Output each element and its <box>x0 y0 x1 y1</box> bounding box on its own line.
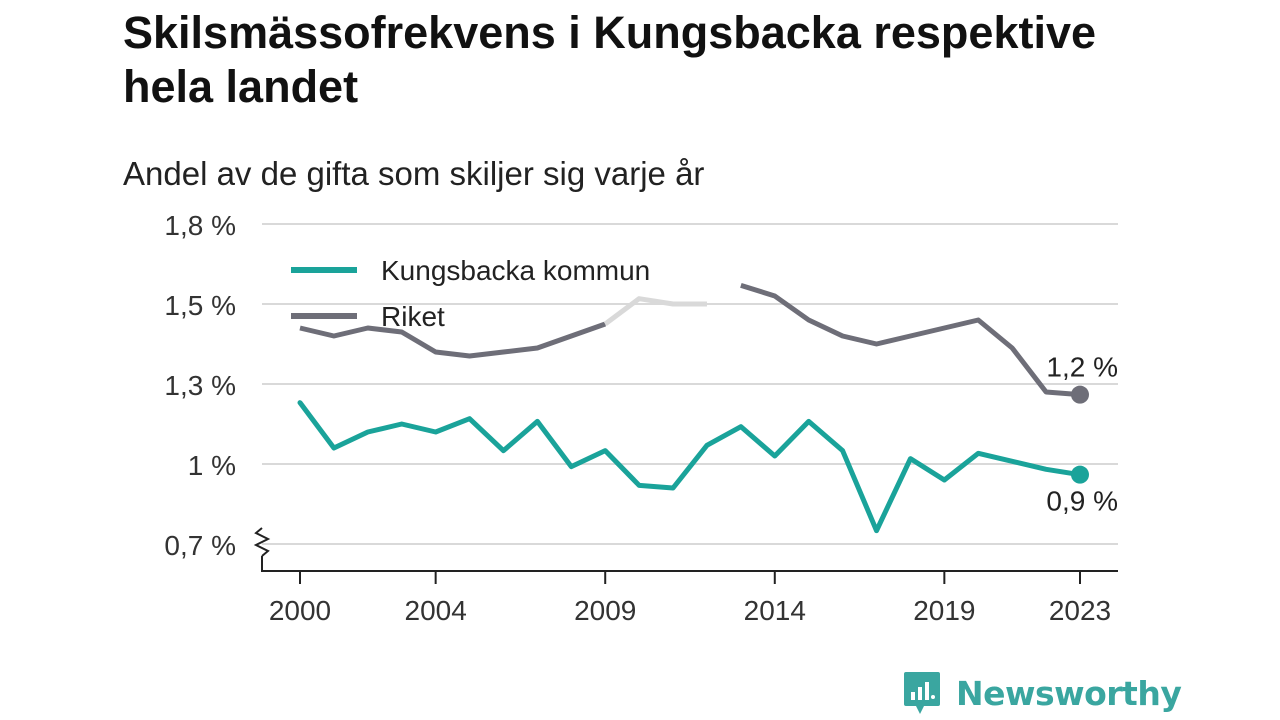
y-tick-label: 0,7 % <box>164 530 236 561</box>
y-axis-ticks: 0,7 % 1 % 1,3 % 1,5 % 1,8 % <box>164 210 271 572</box>
legend-label: Kungsbacka kommun <box>381 255 650 286</box>
x-tick-label: 2023 <box>1049 595 1111 626</box>
x-tick-label: 2019 <box>913 595 975 626</box>
y-tick-label: 1,8 % <box>164 210 236 241</box>
axis-break-icon <box>253 527 271 557</box>
brand-logo: Newsworthy <box>902 670 1182 716</box>
series-end-label: 0,9 % <box>1046 486 1118 517</box>
series-end-label: 1,2 % <box>1046 352 1118 383</box>
chart-subtitle: Andel av de gifta som skiljer sig varje … <box>123 155 705 192</box>
y-tick-label: 1,5 % <box>164 290 236 321</box>
legend-label: Riket <box>381 301 445 332</box>
x-tick-label: 2004 <box>405 595 467 626</box>
chart-legend: Kungsbacka kommun Riket <box>291 255 650 332</box>
series-end-point <box>1071 385 1089 404</box>
newsworthy-logo-icon <box>904 672 940 714</box>
x-tick-label: 2009 <box>574 595 636 626</box>
series-line-riket-faded <box>603 296 707 327</box>
series-lines <box>297 282 1083 534</box>
series-line-riket <box>740 282 1081 398</box>
y-tick-label: 1,3 % <box>164 370 236 401</box>
series-end-points: 0,9 % 1,2 % <box>1046 352 1118 517</box>
series-line-riket <box>299 321 607 359</box>
series-end-point <box>1071 465 1089 484</box>
x-tick-label: 2014 <box>744 595 806 626</box>
x-axis: 2000 2004 2009 2014 2019 2023 <box>262 570 1118 626</box>
chart-title: Skilsmässofrekvens i Kungsbacka respekti… <box>123 7 1097 112</box>
x-tick-label: 2000 <box>269 595 331 626</box>
series-line-kungsbacka <box>297 400 1083 534</box>
brand-name: Newsworthy <box>956 673 1182 713</box>
y-tick-label: 1 % <box>188 450 236 481</box>
